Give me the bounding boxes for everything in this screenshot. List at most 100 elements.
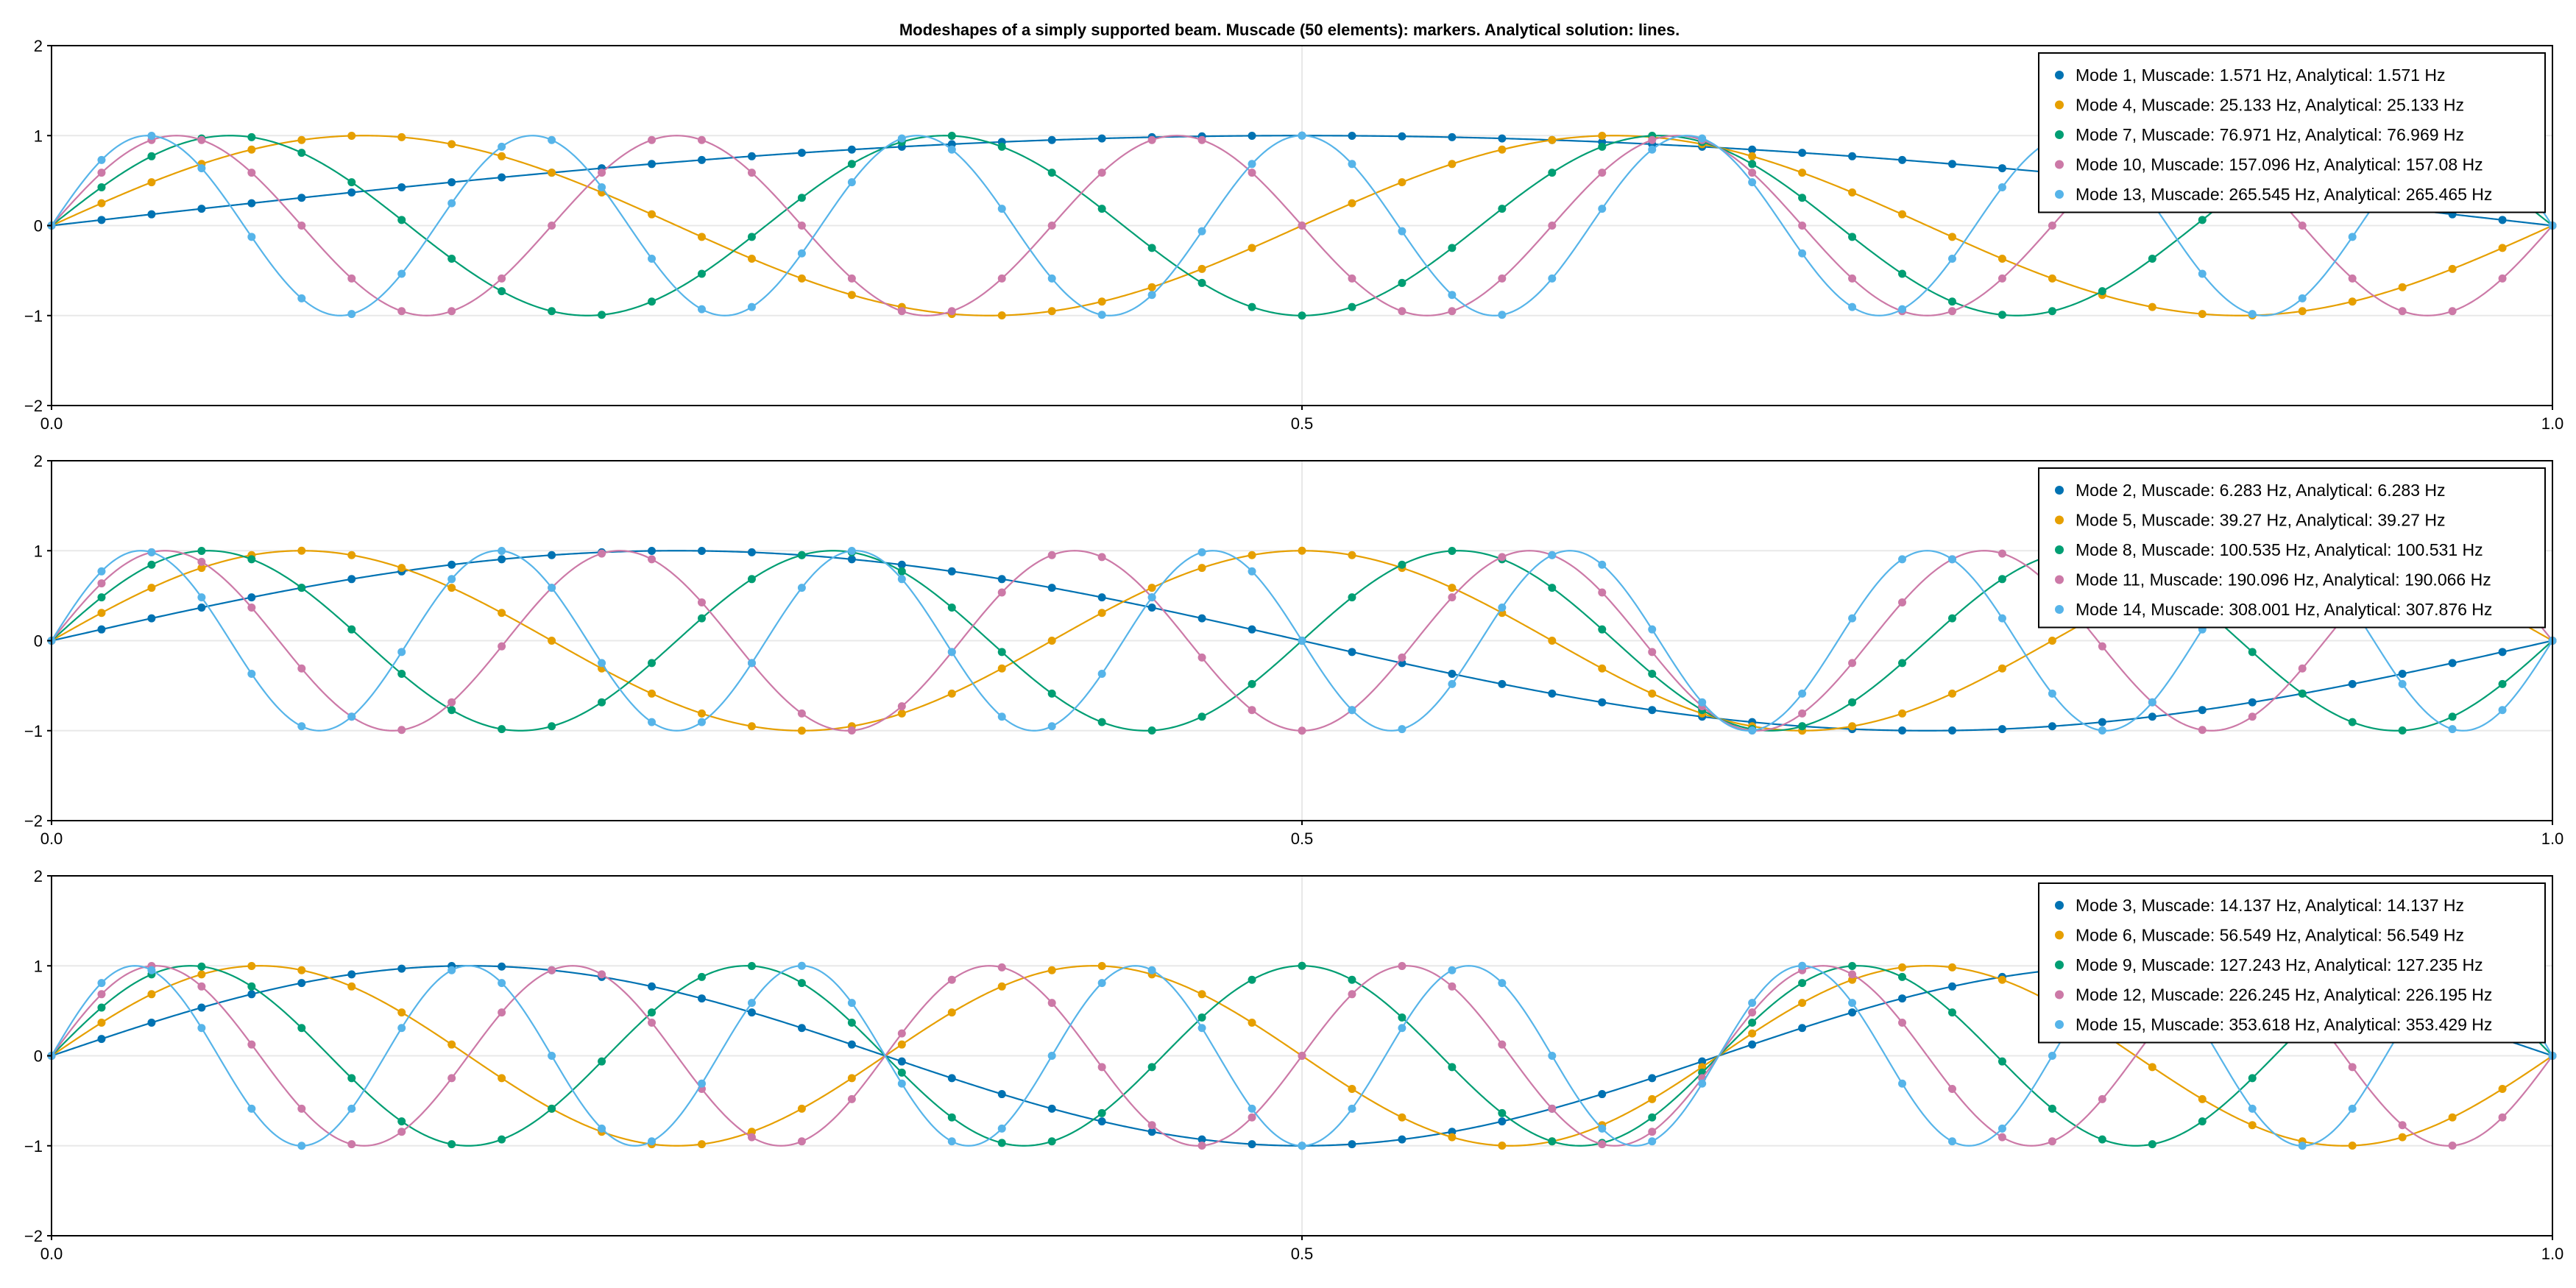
marker-mode-15 — [1197, 1024, 1206, 1033]
marker-mode-12 — [1998, 1133, 2006, 1142]
marker-mode-7 — [147, 152, 156, 160]
legend-marker — [2055, 100, 2064, 110]
marker-mode-1 — [347, 188, 356, 197]
marker-mode-6 — [2348, 1142, 2357, 1150]
marker-mode-10 — [1798, 222, 1807, 230]
marker-mode-10 — [297, 222, 306, 230]
x-tick-label: 0.0 — [40, 414, 63, 433]
marker-mode-9 — [1448, 1063, 1457, 1072]
marker-mode-3 — [648, 982, 657, 991]
marker-mode-11 — [197, 557, 206, 566]
marker-mode-2 — [747, 548, 756, 556]
marker-mode-9 — [247, 982, 256, 991]
marker-mode-1 — [1947, 160, 1956, 169]
marker-mode-6 — [847, 1074, 856, 1083]
marker-mode-6 — [1348, 1085, 1356, 1093]
marker-mode-12 — [1147, 1121, 1156, 1130]
marker-mode-9 — [2248, 1074, 2257, 1083]
marker-mode-5 — [97, 609, 106, 618]
marker-mode-7 — [247, 132, 256, 141]
marker-mode-1 — [747, 152, 756, 160]
marker-mode-4 — [1047, 307, 1056, 316]
marker-mode-11 — [247, 604, 256, 612]
marker-mode-4 — [1248, 244, 1256, 252]
legend-marker — [2055, 545, 2064, 554]
marker-mode-11 — [1248, 706, 1256, 715]
y-tick-label: −1 — [24, 1137, 43, 1156]
marker-mode-2 — [2198, 706, 2207, 715]
marker-mode-8 — [297, 584, 306, 592]
marker-mode-14 — [947, 648, 956, 657]
marker-mode-8 — [147, 560, 156, 569]
marker-mode-12 — [1648, 1128, 1657, 1136]
marker-mode-11 — [2248, 712, 2257, 721]
marker-mode-9 — [1648, 1113, 1657, 1122]
marker-mode-14 — [297, 722, 306, 731]
marker-mode-9 — [1798, 979, 1807, 988]
marker-mode-12 — [97, 990, 106, 999]
marker-mode-8 — [1248, 679, 1256, 688]
marker-mode-11 — [1598, 588, 1607, 597]
y-tick-label: 2 — [34, 37, 43, 55]
marker-mode-10 — [1998, 274, 2006, 283]
marker-mode-12 — [1298, 1052, 1306, 1060]
marker-mode-4 — [247, 145, 256, 154]
marker-mode-13 — [997, 205, 1006, 213]
marker-mode-14 — [2148, 698, 2156, 707]
marker-mode-9 — [548, 1104, 556, 1113]
series-mode-12 — [47, 961, 2557, 1150]
marker-mode-10 — [947, 307, 956, 316]
marker-mode-10 — [897, 307, 906, 316]
marker-mode-6 — [1097, 961, 1106, 970]
marker-mode-2 — [1947, 726, 1956, 735]
marker-mode-11 — [1648, 648, 1657, 657]
marker-mode-1 — [498, 173, 506, 182]
marker-mode-4 — [847, 291, 856, 300]
marker-mode-9 — [1498, 1108, 1507, 1117]
marker-mode-1 — [447, 178, 456, 187]
marker-mode-4 — [147, 178, 156, 187]
marker-mode-15 — [197, 1024, 206, 1033]
marker-mode-15 — [1398, 1024, 1406, 1033]
marker-mode-15 — [1648, 1137, 1657, 1146]
marker-mode-15 — [1898, 1079, 1907, 1088]
marker-mode-14 — [997, 712, 1006, 721]
marker-mode-2 — [1197, 614, 1206, 623]
marker-mode-9 — [1047, 1137, 1056, 1146]
marker-mode-9 — [447, 1140, 456, 1149]
marker-mode-11 — [1097, 553, 1106, 562]
marker-mode-15 — [1248, 1104, 1256, 1113]
marker-mode-10 — [2348, 274, 2357, 283]
marker-mode-8 — [1047, 689, 1056, 698]
marker-mode-3 — [197, 1003, 206, 1012]
marker-mode-6 — [447, 1040, 456, 1049]
marker-mode-7 — [997, 142, 1006, 151]
marker-mode-5 — [1298, 546, 1306, 555]
marker-mode-10 — [648, 135, 657, 144]
marker-mode-3 — [97, 1035, 106, 1044]
marker-mode-6 — [1197, 990, 1206, 999]
marker-mode-12 — [847, 1094, 856, 1103]
marker-mode-8 — [1548, 584, 1557, 592]
marker-mode-1 — [247, 199, 256, 208]
marker-mode-9 — [297, 1024, 306, 1033]
marker-mode-8 — [797, 551, 806, 559]
marker-mode-3 — [1097, 1117, 1106, 1126]
marker-mode-1 — [1398, 132, 1406, 141]
marker-mode-10 — [397, 307, 406, 316]
marker-mode-13 — [2348, 233, 2357, 241]
marker-mode-5 — [2048, 637, 2056, 645]
y-tick-label: 0 — [34, 217, 43, 236]
y-tick-label: −1 — [24, 722, 43, 740]
marker-mode-10 — [797, 222, 806, 230]
marker-mode-7 — [2098, 287, 2106, 296]
marker-mode-3 — [1348, 1140, 1356, 1149]
legend-box — [2038, 467, 2546, 629]
marker-mode-14 — [1898, 555, 1907, 564]
panel-1: 2 1 0 −1 −20.0 0.5 1.0 Mode 1, Muscade: 1.571 H… — [24, 37, 2563, 433]
marker-mode-15 — [1598, 1124, 1607, 1133]
marker-mode-10 — [498, 274, 506, 283]
marker-mode-13 — [1147, 291, 1156, 300]
marker-mode-7 — [1598, 142, 1607, 151]
marker-mode-4 — [2048, 274, 2056, 283]
